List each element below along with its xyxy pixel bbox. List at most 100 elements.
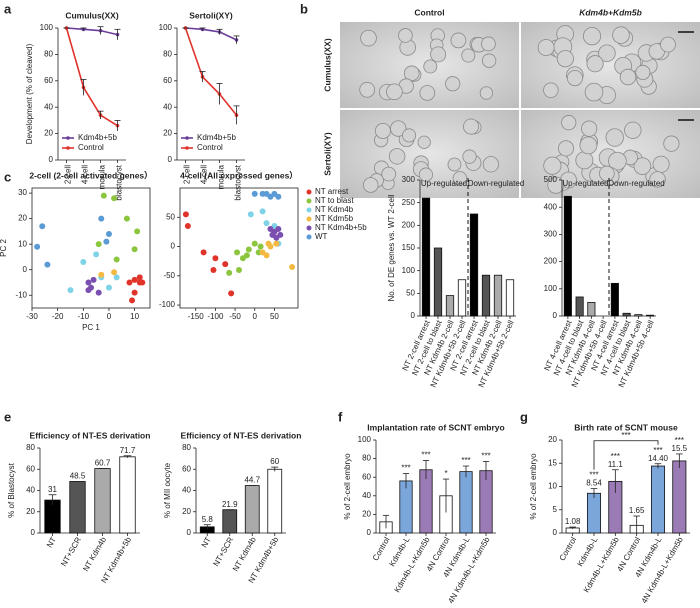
bar [493, 274, 503, 317]
chart-title: Implantation rate of SCNT embryo [367, 422, 504, 432]
embryo [447, 157, 462, 172]
y-tick-label: 60 [44, 76, 53, 85]
x-tick-label: 2-cell [183, 165, 192, 184]
legend-marker [66, 136, 70, 140]
chart-title: Efficiency of NT-ES derivation [30, 430, 151, 440]
y-tick-label: 300 [544, 230, 558, 239]
embryo [586, 55, 604, 73]
legend-marker [306, 225, 312, 231]
chart-title: 2-cell (2-cell activated genes） [29, 170, 152, 180]
y-tick-label: 500 [544, 175, 558, 184]
y-tick-label: 0 [171, 242, 176, 251]
y-tick-label: 10 [18, 239, 27, 248]
error-bar [48, 494, 57, 506]
y-tick-label: -100 [159, 300, 176, 309]
value-label: 15.5 [672, 444, 688, 453]
bar [575, 296, 584, 317]
x-tick-label: NT Kdm4b [81, 535, 108, 573]
y-tick-label: 100 [402, 266, 416, 275]
panel-label: f [338, 409, 343, 424]
point [126, 279, 133, 286]
error-bar [114, 120, 121, 131]
legend-label: Control [197, 143, 223, 152]
annotation: Up-regulated [562, 179, 608, 188]
embryo [419, 85, 436, 101]
value-label: 5.8 [202, 515, 214, 524]
y-tick-label: 60 [26, 464, 35, 473]
panel-label: g [520, 409, 528, 424]
bar [457, 279, 467, 317]
embryo [445, 76, 461, 92]
panel-label: e [4, 409, 11, 424]
x-tick-label: 10 [130, 312, 139, 321]
error-bar [654, 463, 662, 469]
y-axis-label: PC 2 [0, 239, 8, 257]
y-tick-label: 100 [544, 284, 558, 293]
embryo [402, 128, 417, 143]
y-tick-label: 100 [358, 435, 372, 444]
embryo [649, 171, 666, 188]
y-tick-label: 20 [548, 435, 557, 444]
y-tick-label: 200 [402, 220, 416, 229]
error-bar [462, 465, 470, 478]
point [222, 261, 229, 268]
point [267, 193, 274, 200]
y-tick-label: 80 [44, 50, 53, 59]
row-label: Cumulus(XX) [322, 38, 332, 92]
bar [672, 460, 687, 534]
bar [222, 509, 238, 534]
point [85, 279, 92, 286]
value-label: 60.7 [95, 459, 111, 468]
error-bar [633, 515, 640, 533]
y-tick-label: 200 [544, 257, 558, 266]
point [275, 193, 282, 200]
point [105, 284, 112, 291]
embryo [430, 46, 447, 63]
embryo [663, 135, 680, 152]
point [113, 256, 120, 263]
y-tick-label: 80 [362, 454, 371, 463]
legend-marker [185, 136, 189, 140]
significance: *** [481, 451, 490, 460]
legend-label: WT [315, 232, 328, 241]
y-tick-label: 60 [362, 472, 371, 481]
x-tick-label: NT [45, 535, 58, 549]
embryo [543, 82, 559, 98]
bar [650, 465, 666, 534]
bar [586, 492, 602, 534]
embryo [463, 118, 480, 135]
y-tick-label: 0 [411, 311, 416, 320]
bar [634, 314, 643, 317]
x-tick-label: -10 [78, 312, 90, 321]
point [184, 223, 191, 230]
y-tick-label: 30 [18, 188, 27, 197]
point [134, 228, 141, 235]
embryo [582, 27, 602, 46]
point [277, 231, 284, 238]
error-bar [402, 473, 410, 489]
embryo [557, 140, 575, 157]
error-bar [422, 460, 430, 480]
x-tick-label: 4-cell [200, 165, 209, 184]
y-tick-label: 40 [163, 102, 172, 111]
embryo [635, 64, 651, 80]
bar [587, 301, 596, 317]
bar [433, 247, 443, 317]
error-bar [233, 35, 240, 44]
point [245, 246, 252, 253]
row-label: Sertoli(XY) [322, 132, 332, 176]
y-tick-label: 60 [182, 464, 191, 473]
y-tick-label: 0 [553, 528, 558, 537]
y-axis-label: % of Blastocyst [7, 462, 16, 517]
plot-frame [179, 187, 299, 309]
panel-label: b [300, 1, 308, 16]
x-tick-label: Control [371, 535, 392, 562]
x-tick-label: -50 [229, 312, 241, 321]
point [34, 243, 41, 250]
point [93, 251, 100, 258]
y-tick-label: 40 [26, 486, 35, 495]
annotation: Down-regulated [608, 179, 664, 188]
y-tick-label: 0 [23, 265, 28, 274]
error-bar [271, 466, 279, 472]
bar [445, 295, 455, 317]
